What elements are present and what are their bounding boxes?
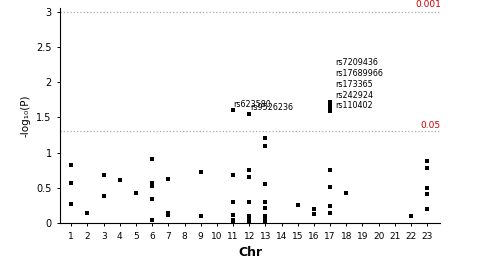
Text: 0.001: 0.001 [415, 0, 441, 9]
Text: rs9526236: rs9526236 [250, 104, 293, 112]
Y-axis label: -log₁₀(P): -log₁₀(P) [20, 94, 30, 137]
Text: rs623580: rs623580 [233, 100, 271, 109]
Text: rs7209436
rs17689966
rs173365
rs242924
rs110402: rs7209436 rs17689966 rs173365 rs242924 r… [336, 58, 384, 110]
Text: 0.05: 0.05 [420, 121, 441, 130]
X-axis label: Chr: Chr [238, 246, 262, 259]
